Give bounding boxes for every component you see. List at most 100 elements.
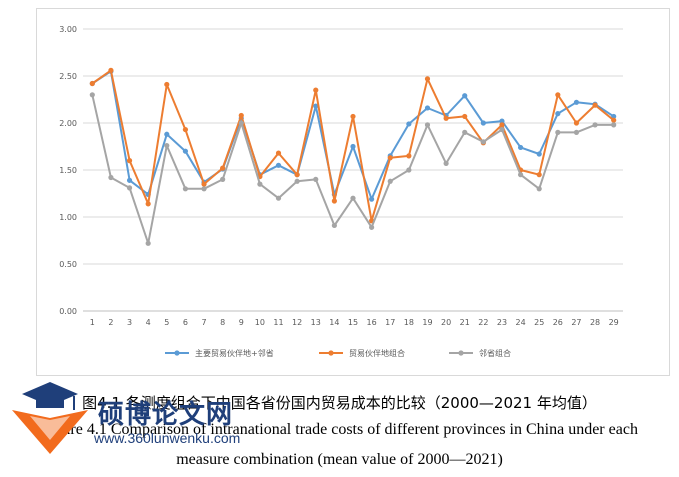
series-1-point bbox=[480, 120, 486, 126]
x-tick-label: 16 bbox=[367, 318, 377, 327]
x-tick-label: 9 bbox=[239, 318, 244, 327]
series-1-point bbox=[126, 177, 133, 183]
y-tick-label: 0.50 bbox=[59, 260, 77, 269]
x-tick-label: 26 bbox=[553, 318, 563, 327]
series-3-point bbox=[182, 186, 189, 192]
series-1-point bbox=[164, 131, 170, 137]
x-tick-label: 8 bbox=[220, 318, 225, 327]
legend-label-3: 邻省组合 bbox=[479, 348, 511, 358]
series-3-point bbox=[462, 129, 468, 135]
series-1-point bbox=[424, 105, 431, 111]
series-2-point bbox=[331, 198, 337, 204]
series-3-point bbox=[369, 224, 375, 230]
series-2-point bbox=[164, 81, 170, 88]
series-3-point bbox=[126, 185, 133, 191]
series-3-point bbox=[275, 195, 282, 201]
x-tick-label: 22 bbox=[478, 318, 488, 327]
series-1-point bbox=[499, 118, 505, 124]
series-2-point bbox=[220, 165, 226, 171]
series-1-point bbox=[313, 103, 319, 109]
x-tick-label: 23 bbox=[497, 318, 507, 327]
y-tick-label: 3.00 bbox=[59, 25, 77, 34]
series-3-point bbox=[517, 172, 524, 178]
series-3-point bbox=[406, 167, 412, 173]
legend-label-1: 主要贸易伙伴地+邻省 bbox=[195, 348, 274, 358]
x-tick-label: 12 bbox=[292, 318, 302, 327]
series-2-point bbox=[201, 181, 207, 187]
series-2-point bbox=[573, 120, 580, 126]
line-chart: 0.000.501.001.502.002.503.001 2 3 4 5 6 7 8 9 10 1… bbox=[59, 25, 623, 358]
series-3-point bbox=[294, 178, 300, 184]
x-tick-label: 18 bbox=[404, 318, 414, 327]
x-tick-label: 21 bbox=[460, 318, 470, 327]
series-3-point bbox=[387, 178, 393, 184]
series-3-point bbox=[592, 122, 598, 128]
series-2-point bbox=[406, 153, 412, 159]
series-3-point bbox=[89, 92, 95, 98]
series-3-point bbox=[424, 122, 431, 128]
x-tick-label: 28 bbox=[590, 318, 600, 327]
series-1-point bbox=[406, 121, 412, 127]
series-3-point bbox=[220, 176, 226, 182]
x-tick-label: 4 bbox=[146, 318, 151, 327]
series-2-point bbox=[89, 80, 95, 87]
x-tick-label: 15 bbox=[348, 318, 358, 327]
series-1-point bbox=[555, 111, 561, 117]
x-tick-label: 19 bbox=[422, 318, 432, 327]
watermark-logo: 硕博论文网 www.360lunwenku.com bbox=[8, 378, 268, 458]
series-3-point bbox=[313, 176, 319, 182]
series-3-point bbox=[573, 129, 580, 135]
series-1-point bbox=[369, 196, 375, 202]
y-tick-label: 0.00 bbox=[59, 307, 77, 316]
x-tick-label: 3 bbox=[127, 318, 132, 327]
series-2-point bbox=[592, 102, 598, 108]
series-3-point bbox=[108, 174, 114, 181]
figure-caption-chinese: 图4.1 各测度组合下中国各省份国内贸易成本的比较（2000—2021 年均值） bbox=[82, 394, 597, 412]
figure-caption-english-line2: measure combination (mean value of 2000—… bbox=[176, 451, 503, 468]
watermark-url: www.360lunwenku.com bbox=[94, 430, 241, 446]
x-tick-label: 13 bbox=[311, 318, 321, 327]
series-2-point bbox=[462, 113, 468, 120]
x-tick-label: 2 bbox=[108, 318, 113, 327]
y-tick-label: 2.00 bbox=[59, 119, 77, 128]
legend-marker-1 bbox=[174, 350, 180, 356]
series-3-point bbox=[611, 122, 617, 128]
series-3-point bbox=[443, 160, 449, 167]
series-1-point bbox=[462, 93, 468, 99]
graduation-cap-icon bbox=[12, 382, 88, 454]
figure-caption-english-line1: Figure 4.1 Comparison of intranational t… bbox=[41, 421, 638, 438]
x-tick-label: 1 bbox=[90, 318, 95, 327]
series-2-point bbox=[145, 201, 151, 207]
series-2-point bbox=[387, 155, 393, 161]
series-2-point bbox=[313, 87, 319, 93]
series-2-point bbox=[275, 150, 282, 156]
series-3-point bbox=[164, 142, 170, 149]
chart-frame: 0.00 0.50 1.00 1.50 2.00 2.50 3.00 1 2 3 4 5 6 7 8 9 10 1… bbox=[36, 8, 670, 376]
series-2-point bbox=[126, 158, 133, 164]
series-1-point bbox=[350, 143, 356, 150]
series-2-point bbox=[294, 172, 300, 178]
y-tick-label: 1.50 bbox=[59, 166, 77, 175]
series-2-point bbox=[443, 115, 449, 121]
series-1-point bbox=[573, 99, 580, 105]
series-2-point bbox=[238, 112, 244, 119]
series-2-point bbox=[350, 113, 356, 120]
x-tick-label: 11 bbox=[273, 318, 283, 327]
watermark-title: 硕博论文网 bbox=[98, 400, 234, 430]
x-tick-label: 24 bbox=[515, 318, 525, 327]
series-3-point bbox=[536, 186, 542, 192]
series-3-point bbox=[350, 195, 356, 201]
series-1-point bbox=[517, 144, 524, 151]
x-tick-label: 14 bbox=[329, 318, 339, 327]
series-1-point bbox=[611, 113, 617, 120]
series-line-1 bbox=[91, 70, 615, 201]
y-tick-label: 2.50 bbox=[59, 72, 77, 81]
series-3-point bbox=[145, 240, 151, 246]
series-2-point bbox=[611, 117, 617, 123]
series-2-point bbox=[499, 122, 505, 128]
x-tick-label: 5 bbox=[164, 318, 169, 327]
x-tick-label: 17 bbox=[385, 318, 395, 327]
series-3-point bbox=[331, 222, 337, 229]
series-1-point bbox=[536, 151, 542, 157]
series-3-point bbox=[480, 139, 486, 145]
